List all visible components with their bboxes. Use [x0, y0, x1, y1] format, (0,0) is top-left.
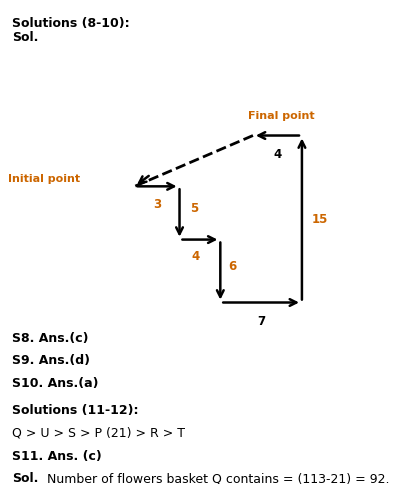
Text: 15: 15: [312, 212, 328, 226]
Text: Number of flowers basket Q contains = (113-21) = 92.: Number of flowers basket Q contains = (1…: [43, 472, 389, 484]
Text: 7: 7: [257, 315, 265, 328]
Text: Solutions (8-10):: Solutions (8-10):: [12, 17, 130, 30]
Text: S8. Ans.(c): S8. Ans.(c): [12, 332, 89, 345]
Text: 4: 4: [273, 148, 282, 161]
Text: Initial point: Initial point: [8, 174, 80, 184]
Text: Sol.: Sol.: [12, 31, 39, 45]
Text: Q > U > S > P (21) > R > T: Q > U > S > P (21) > R > T: [12, 427, 185, 440]
Text: Sol.: Sol.: [12, 472, 39, 484]
Text: 6: 6: [228, 260, 237, 272]
Text: S10. Ans.(a): S10. Ans.(a): [12, 377, 99, 390]
Text: S9. Ans.(d): S9. Ans.(d): [12, 354, 90, 367]
Text: 3: 3: [153, 198, 161, 212]
Text: 5: 5: [190, 202, 198, 214]
Text: Solutions (11-12):: Solutions (11-12):: [12, 404, 139, 417]
Text: Final point: Final point: [248, 111, 315, 121]
Text: 4: 4: [192, 250, 200, 263]
Text: S11. Ans. (c): S11. Ans. (c): [12, 450, 102, 463]
